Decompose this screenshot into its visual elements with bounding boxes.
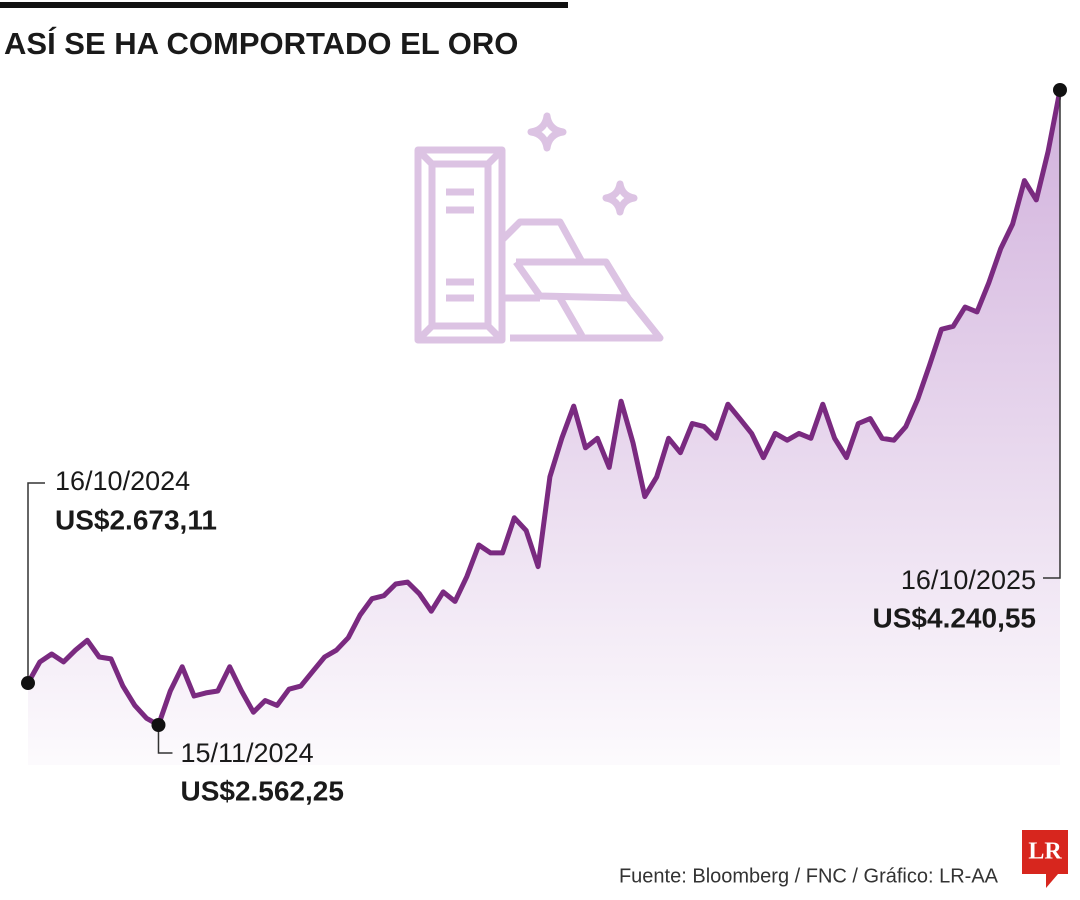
annotation-value: US$2.562,25 xyxy=(180,775,343,806)
point-marker xyxy=(151,718,166,732)
leader-line xyxy=(1043,90,1061,579)
point-marker xyxy=(1053,83,1067,97)
annotation-date: 15/11/2024 xyxy=(180,738,313,768)
price-line xyxy=(25,89,1063,728)
logo: LR xyxy=(1022,830,1068,888)
leader-line xyxy=(157,725,173,754)
source: Fuente: Bloomberg / FNC / Gráfico: LR-AA xyxy=(619,865,999,887)
logo-text: LR xyxy=(1028,839,1062,865)
title-rule xyxy=(0,2,568,8)
annotation-date: 16/10/2025 xyxy=(901,565,1036,595)
leader-line xyxy=(27,482,45,684)
annotation-value: US$4.240,55 xyxy=(873,602,1036,633)
logo-tail xyxy=(1046,874,1058,888)
annotation-date: 16/10/2024 xyxy=(55,466,190,496)
point-marker xyxy=(21,676,35,691)
gold-icon xyxy=(414,112,664,344)
area-fill xyxy=(28,90,1060,765)
logo-box xyxy=(1022,830,1068,874)
chart-title: ASÍ SE HA COMPORTADO EL ORO xyxy=(4,26,518,61)
annotation-value: US$2.673,11 xyxy=(55,504,217,535)
